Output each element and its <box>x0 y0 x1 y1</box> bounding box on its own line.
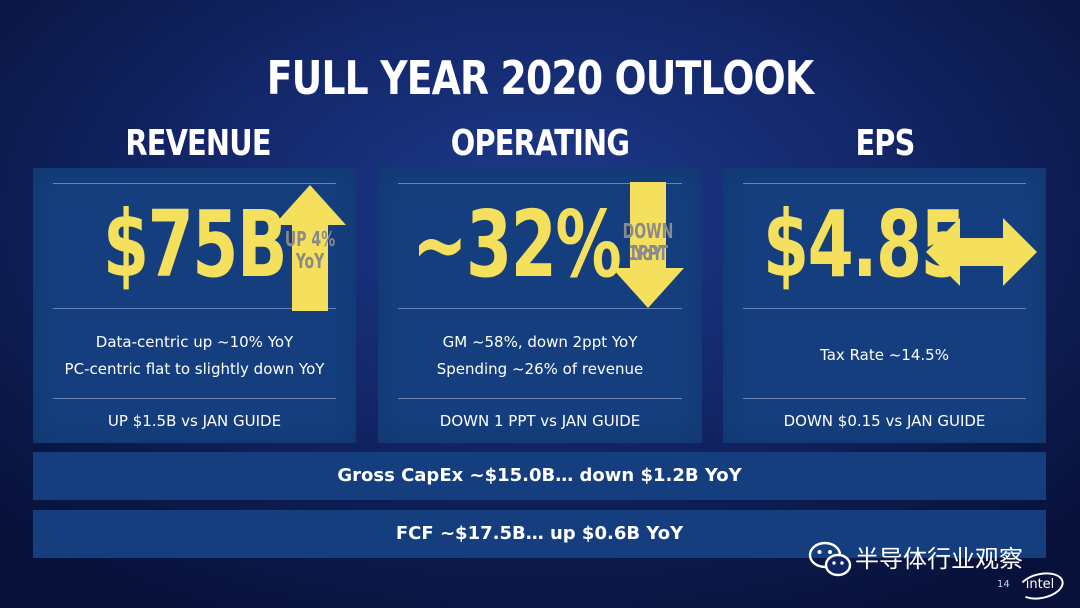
double-arrow-icon <box>926 218 1037 286</box>
intel-logo-text: intel <box>1025 577 1055 592</box>
revenue-arrow-label: YoY <box>295 249 325 273</box>
divider <box>398 308 682 309</box>
revenue-arrow-label: UP 4% <box>284 227 336 251</box>
revenue-guide: UP $1.5B vs JAN GUIDE <box>107 412 282 430</box>
eps-heading: EPS <box>855 123 915 164</box>
capex-bar: Gross CapEx ~$15.0B… down $1.2B YoY <box>33 452 1046 500</box>
divider <box>53 183 336 184</box>
watermark-text: 半导体行业观察 <box>855 545 1023 573</box>
fcf-bar: FCF ~$17.5B… up $0.6B YoY <box>33 510 1046 558</box>
operating-margin-bullet: Spending ~26% of revenue <box>436 360 644 378</box>
wechat-icon <box>808 541 852 577</box>
revenue-bullet: PC-centric flat to slightly down YoY <box>64 360 325 378</box>
divider <box>53 308 336 309</box>
up-arrow-icon <box>274 185 346 311</box>
divider <box>743 398 1026 399</box>
divider <box>53 398 336 399</box>
eps-bullet: Tax Rate ~14.5% <box>820 346 949 364</box>
operating-margin-value: ~32% <box>412 191 622 298</box>
divider <box>743 183 1026 184</box>
operating-margin-arrow-label: YoY <box>633 241 663 265</box>
intel-logo: intel <box>1015 568 1067 604</box>
down-arrow-icon <box>612 182 684 308</box>
revenue-value: $75B <box>103 191 287 298</box>
operating-margin-bullet: GM ~58%, down 2ppt YoY <box>442 333 638 351</box>
operating-margin-arrow-label: DOWN 1PPT <box>622 219 674 265</box>
page-title: FULL YEAR 2020 OUTLOOK <box>266 51 814 105</box>
eps-panel: Tax Rate ~14.5% DOWN $0.15 vs JAN GUIDE <box>723 168 1046 443</box>
eps-guide: DOWN $0.15 vs JAN GUIDE <box>783 412 986 430</box>
divider <box>398 183 682 184</box>
divider <box>398 398 682 399</box>
eps-value: $4.85 <box>763 191 967 298</box>
revenue-bullet: Data-centric up ~10% YoY <box>95 333 294 351</box>
revenue-heading: REVENUE <box>125 123 271 164</box>
operating-margin-guide: DOWN 1 PPT vs JAN GUIDE <box>439 412 641 430</box>
divider <box>743 308 1026 309</box>
intel-logo-ring <box>1015 568 1067 604</box>
page-number: 14 <box>997 579 1010 590</box>
